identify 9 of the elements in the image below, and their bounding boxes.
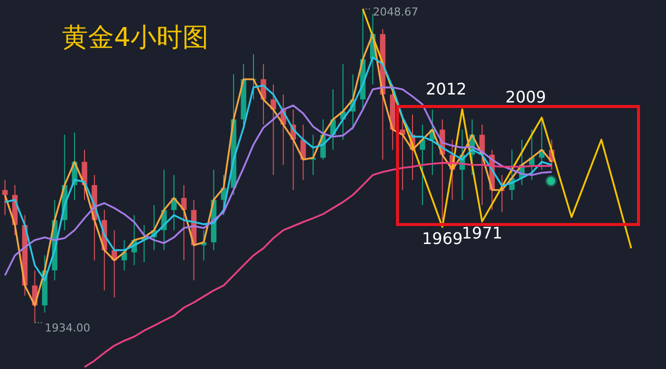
data-label: 2012 (426, 79, 467, 98)
text: 1934.00 (44, 322, 90, 335)
data-label: 1971 (462, 224, 502, 243)
candlestick (420, 124, 426, 206)
text: 2048.67 (372, 5, 418, 18)
data-label: 2009 (505, 88, 546, 107)
candlestick (2, 179, 8, 216)
text: 黄金4小时图 (62, 22, 209, 55)
data-label: 1969 (422, 229, 463, 248)
